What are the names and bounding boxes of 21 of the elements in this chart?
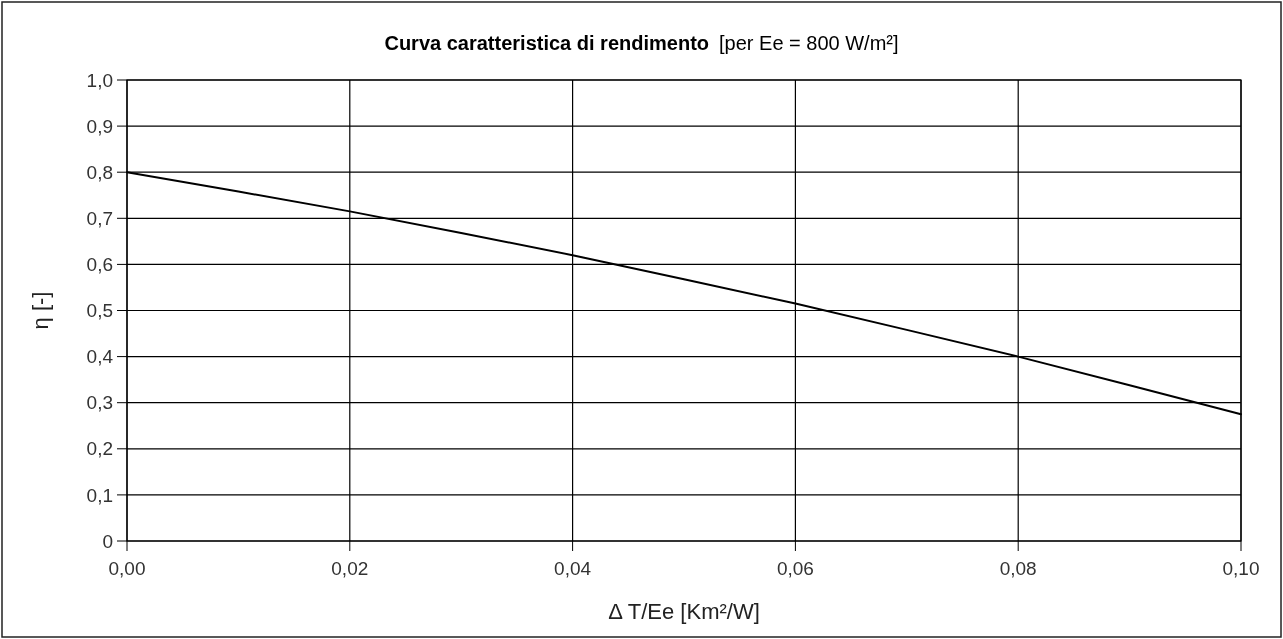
x-tick-label: 0,00: [108, 558, 146, 579]
x-axis-title: Δ T/Ee [Km²/W]: [608, 599, 760, 624]
x-tick-label: 0,02: [331, 558, 369, 579]
y-tick-label: 0: [102, 530, 113, 552]
y-tick-label: 0,3: [86, 392, 113, 414]
chart-title: Curva caratteristica di rendimento: [384, 32, 710, 54]
x-tick-label: 0,04: [554, 558, 592, 579]
y-tick-label: 0,5: [86, 300, 113, 322]
x-tick-label: 0,06: [776, 558, 814, 579]
y-tick-label: 0,7: [86, 207, 113, 229]
y-tick-label: 0,1: [86, 484, 113, 506]
y-axis-title: η [-]: [28, 291, 53, 330]
y-tick-label: 0,4: [86, 346, 114, 368]
chart-subtitle: [per Ee = 800 W/m²]: [719, 32, 899, 54]
y-tick-label: 0,6: [86, 254, 113, 276]
y-tick-label: 0,8: [86, 161, 113, 183]
y-tick-label: 0,2: [86, 438, 113, 460]
x-tick-label: 0,08: [999, 558, 1037, 579]
y-tick-label: 1,0: [86, 69, 113, 91]
y-tick-label: 0,9: [86, 115, 113, 137]
x-tick-label: 0,10: [1222, 558, 1260, 579]
